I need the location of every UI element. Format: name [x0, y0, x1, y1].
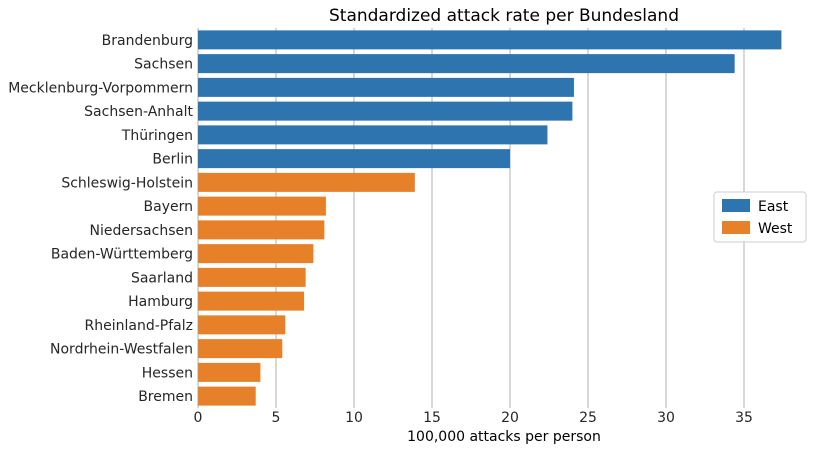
chart-title: Standardized attack rate per Bundesland	[329, 6, 679, 26]
bar-baden-w-rttemberg	[198, 244, 314, 264]
y-tick-label: Hessen	[142, 365, 193, 381]
bar-th-ringen	[198, 125, 548, 145]
bar-sachsen-anhalt	[198, 101, 573, 121]
x-tick-label: 15	[423, 410, 441, 426]
bar-berlin	[198, 149, 510, 169]
bar-schleswig-holstein	[198, 172, 415, 192]
bar-nordrhein-westfalen	[198, 339, 283, 359]
bar-bayern	[198, 196, 326, 216]
y-tick-label: Nordrhein-Westfalen	[50, 342, 193, 358]
y-tick-label: Thüringen	[121, 128, 193, 144]
bar-hessen	[198, 362, 261, 382]
x-tick-labels: 0 5 10 15 20 25 30 35	[194, 410, 753, 426]
bar-sachsen	[198, 54, 735, 74]
legend-label-west: West	[758, 221, 793, 237]
y-tick-label: Rheinland-Pfalz	[85, 318, 193, 334]
x-tick-label: 20	[501, 410, 519, 426]
x-tick-label: 10	[345, 410, 363, 426]
legend-swatch-east	[722, 199, 750, 212]
y-tick-labels: Brandenburg Sachsen Mecklenburg-Vorpommern…	[8, 33, 193, 405]
x-tick-label: 25	[579, 410, 597, 426]
legend-swatch-west	[722, 221, 750, 234]
legend-label-east: East	[758, 199, 789, 215]
y-tick-label: Sachsen-Anhalt	[84, 104, 193, 120]
bar-bremen	[198, 386, 256, 406]
x-axis-label: 100,000 attacks per person	[407, 429, 601, 445]
x-tick-label: 5	[272, 410, 281, 426]
y-tick-label: Brandenburg	[102, 33, 193, 49]
bars	[198, 30, 782, 406]
legend: East West	[713, 191, 807, 243]
y-tick-label: Saarland	[131, 270, 193, 286]
y-tick-label: Bayern	[144, 199, 193, 215]
bar-niedersachsen	[198, 220, 325, 240]
y-tick-label: Sachsen	[134, 57, 193, 73]
y-tick-label: Mecklenburg-Vorpommern	[8, 80, 193, 96]
y-tick-label: Baden-Württemberg	[51, 247, 193, 263]
y-tick-label: Bremen	[138, 389, 193, 405]
bar-rheinland-pfalz	[198, 315, 286, 335]
bar-saarland	[198, 267, 306, 287]
x-tick-label: 35	[735, 410, 753, 426]
x-tick-label: 30	[657, 410, 675, 426]
y-tick-label: Schleswig-Holstein	[61, 175, 193, 191]
bar-brandenburg	[198, 30, 782, 50]
y-tick-label: Hamburg	[128, 294, 193, 310]
bar-hamburg	[198, 291, 305, 311]
x-tick-label: 0	[194, 410, 203, 426]
bar-mecklenburg-vorpommern	[198, 77, 574, 97]
y-tick-label: Berlin	[152, 152, 193, 168]
y-tick-label: Niedersachsen	[90, 223, 193, 239]
